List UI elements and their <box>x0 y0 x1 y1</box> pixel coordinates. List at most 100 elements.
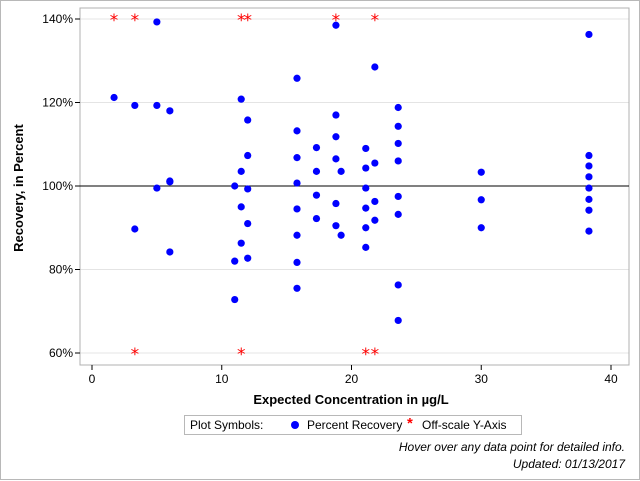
data-point-percent-recovery <box>244 219 252 228</box>
x-tick-label: 0 <box>89 372 96 386</box>
data-point-percent-recovery <box>477 196 485 204</box>
data-point-percent-recovery <box>332 133 340 141</box>
data-point-percent-recovery <box>332 111 340 119</box>
data-point-percent-recovery <box>337 231 345 239</box>
data-point-percent-recovery <box>371 63 379 71</box>
data-point-percent-recovery <box>110 93 118 102</box>
x-tick-label: 10 <box>215 372 229 386</box>
data-point-off-scale: * <box>110 11 119 31</box>
data-point-percent-recovery <box>293 154 301 162</box>
data-point-off-scale: * <box>237 11 246 31</box>
data-point-percent-recovery <box>394 157 402 165</box>
data-point-percent-recovery <box>585 227 593 235</box>
data-point-percent-recovery <box>362 164 370 172</box>
data-point-percent-recovery <box>244 151 252 160</box>
data-point-percent-recovery <box>237 203 245 211</box>
legend-off-scale-label: Off-scale Y-Axis <box>422 418 507 432</box>
data-point-percent-recovery <box>394 210 402 218</box>
data-point-percent-recovery <box>394 192 402 201</box>
data-point-percent-recovery <box>244 185 252 193</box>
data-point-percent-recovery <box>477 168 485 176</box>
data-point-percent-recovery <box>362 204 370 212</box>
data-point-percent-recovery <box>332 222 340 230</box>
data-point-percent-recovery <box>293 284 301 292</box>
x-axis-label: Expected Concentration in µg/L <box>253 392 448 407</box>
data-point-percent-recovery <box>153 184 161 192</box>
data-point-percent-recovery <box>237 167 245 175</box>
updated-date: Updated: 01/13/2017 <box>512 457 625 471</box>
data-point-percent-recovery <box>394 281 402 289</box>
data-point-percent-recovery <box>244 254 252 262</box>
y-tick-label: 80% <box>49 263 73 277</box>
y-tick-label: 60% <box>49 346 73 360</box>
data-point-percent-recovery <box>244 116 252 124</box>
data-point-percent-recovery <box>293 205 301 213</box>
data-point-percent-recovery <box>293 258 301 267</box>
data-point-percent-recovery <box>231 295 239 304</box>
data-point-percent-recovery <box>166 248 174 256</box>
data-point-percent-recovery <box>237 239 245 247</box>
data-point-percent-recovery <box>337 167 345 175</box>
data-point-percent-recovery <box>332 155 340 163</box>
data-point-percent-recovery <box>231 182 239 190</box>
data-point-off-scale: * <box>362 345 371 365</box>
data-point-percent-recovery <box>153 18 161 26</box>
data-point-percent-recovery <box>362 243 370 251</box>
legend-title: Plot Symbols: <box>190 418 264 432</box>
data-point-percent-recovery <box>312 143 321 152</box>
data-point-percent-recovery <box>362 224 370 232</box>
data-point-percent-recovery <box>585 184 593 192</box>
data-point-percent-recovery <box>131 101 139 110</box>
data-point-percent-recovery <box>362 144 370 153</box>
data-point-percent-recovery <box>166 107 174 115</box>
data-point-percent-recovery <box>585 206 593 214</box>
data-point-percent-recovery <box>293 231 301 239</box>
data-point-off-scale: * <box>332 11 341 31</box>
data-point-percent-recovery <box>231 257 239 265</box>
hover-note: Hover over any data point for detailed i… <box>398 440 625 454</box>
data-point-percent-recovery <box>312 191 321 199</box>
plot-area: 60%80%100%120%140%0 10 20 30 40* * ** * ** * * * <box>42 7 630 386</box>
data-point-percent-recovery <box>332 199 340 208</box>
data-point-percent-recovery <box>585 151 593 160</box>
y-tick-label: 100% <box>42 179 73 193</box>
data-point-percent-recovery <box>293 74 301 82</box>
data-point-percent-recovery <box>293 127 301 135</box>
data-point-percent-recovery <box>477 224 485 232</box>
legend: Plot Symbols: Percent Recovery * Off-sca… <box>184 415 522 435</box>
y-tick-label: 140% <box>42 12 73 26</box>
legend-dot-icon <box>291 421 299 429</box>
data-point-percent-recovery <box>332 21 340 29</box>
y-axis-label: Recovery, in Percent <box>11 124 26 252</box>
data-point-off-scale: * <box>131 345 140 365</box>
data-point-percent-recovery <box>153 101 161 110</box>
data-point-percent-recovery <box>293 179 301 187</box>
data-point-percent-recovery <box>371 216 379 224</box>
data-point-off-scale: * <box>131 11 140 31</box>
data-point-percent-recovery <box>371 159 379 167</box>
data-point-off-scale: * <box>371 345 380 365</box>
data-point-percent-recovery <box>312 167 321 175</box>
data-point-percent-recovery <box>585 30 593 39</box>
x-tick-label: 20 <box>345 372 359 386</box>
data-point-percent-recovery <box>394 103 402 112</box>
data-point-percent-recovery <box>371 197 379 206</box>
legend-percent-recovery-label: Percent Recovery <box>307 418 403 432</box>
y-tick-label: 120% <box>42 96 73 110</box>
data-point-percent-recovery <box>312 214 321 223</box>
data-point-percent-recovery <box>237 95 245 103</box>
legend-asterisk-icon: * <box>407 415 413 432</box>
x-tick-label: 40 <box>604 372 618 386</box>
data-point-percent-recovery <box>131 225 139 233</box>
data-point-percent-recovery <box>585 162 593 170</box>
data-point-percent-recovery <box>166 178 174 186</box>
data-point-off-scale: * <box>237 345 246 365</box>
data-point-percent-recovery <box>394 122 402 130</box>
data-point-percent-recovery <box>362 184 370 192</box>
data-point-percent-recovery <box>394 316 402 325</box>
x-tick-label: 30 <box>475 372 489 386</box>
data-point-percent-recovery <box>585 173 593 181</box>
data-point-off-scale: * <box>371 11 380 31</box>
